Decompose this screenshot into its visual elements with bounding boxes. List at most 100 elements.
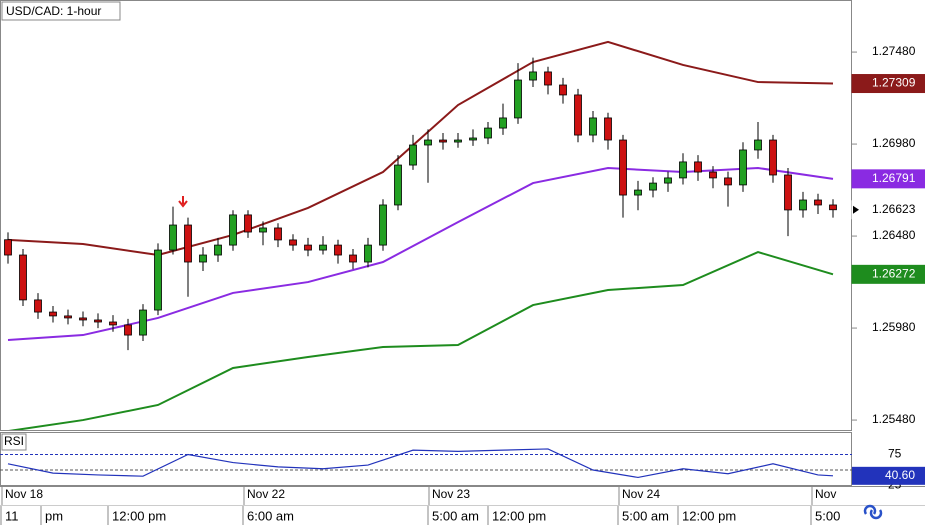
rsi-title-box xyxy=(1,433,27,451)
candle-body xyxy=(4,239,12,256)
price-tag-label: 1.26791 xyxy=(872,171,916,185)
time-label: 5:00 am xyxy=(432,508,479,523)
candle-body xyxy=(769,139,777,176)
candle-body xyxy=(139,309,147,336)
candle-body xyxy=(439,139,447,143)
date-label: Nov 23 xyxy=(432,487,470,501)
candle-body xyxy=(109,321,117,326)
candle-body xyxy=(184,224,192,263)
candle-body xyxy=(79,317,87,321)
price-tag-label: 1.26623 xyxy=(872,202,916,216)
candle-body xyxy=(514,79,522,119)
candle-body xyxy=(274,227,282,241)
candle-body xyxy=(34,299,42,313)
rsi-panel xyxy=(0,432,852,486)
candle-body xyxy=(604,117,612,141)
candle-body xyxy=(229,214,237,246)
main-panel xyxy=(0,0,852,431)
candle-body xyxy=(784,174,792,211)
y-tick-label: 1.27480 xyxy=(872,44,916,58)
candle-body xyxy=(349,254,357,263)
time-label: pm xyxy=(45,508,63,523)
y-tick-label: 1.26980 xyxy=(872,136,916,150)
date-label: Nov 18 xyxy=(5,487,43,501)
candle-body xyxy=(709,171,717,179)
candle-body xyxy=(499,117,507,129)
band-line xyxy=(8,251,834,430)
time-label: 12:00 pm xyxy=(492,508,546,523)
price-tag xyxy=(851,264,925,284)
candle-body xyxy=(634,189,642,196)
candle-body xyxy=(469,137,477,141)
rsi-line xyxy=(7,448,834,479)
y-tick-label: 1.26480 xyxy=(872,228,916,242)
candle-body xyxy=(619,139,627,196)
candle-body xyxy=(94,319,102,323)
candle-body xyxy=(559,84,567,96)
candle-body xyxy=(799,199,807,211)
candle-body xyxy=(64,315,72,319)
logo-icon[interactable] xyxy=(863,504,883,520)
candle-body xyxy=(694,161,702,173)
candle-body xyxy=(589,117,597,136)
candle-body xyxy=(409,144,417,166)
time-label: 5:00 am xyxy=(622,508,669,523)
date-label: Nov 24 xyxy=(622,487,660,501)
title-box xyxy=(1,1,121,21)
time-label: 12:00 pm xyxy=(682,508,736,523)
candle-body xyxy=(829,204,837,211)
candle-body xyxy=(364,244,372,263)
candle-body xyxy=(664,177,672,184)
candle-body xyxy=(289,239,297,246)
candle-body xyxy=(199,254,207,263)
candle-body xyxy=(304,244,312,251)
candle-body xyxy=(724,177,732,186)
candle-body xyxy=(319,244,327,251)
y-tick-label: 1.25980 xyxy=(872,320,916,334)
price-tag-label: 1.26272 xyxy=(872,267,916,281)
rsi-tag-label: 40.60 xyxy=(885,468,915,482)
logo[interactable] xyxy=(863,504,883,520)
candle-body xyxy=(259,227,267,233)
rsi-tick-label: 75 xyxy=(888,447,902,461)
candle-body xyxy=(334,244,342,256)
price-tag-label: 1.27309 xyxy=(872,76,916,90)
candle-body xyxy=(754,139,762,151)
date-label: Nov 22 xyxy=(247,487,285,501)
candle-body xyxy=(379,204,387,246)
candle-body xyxy=(169,224,177,251)
time-label: 5:00 xyxy=(815,508,840,523)
candle-body xyxy=(679,161,687,179)
candle-body xyxy=(484,127,492,139)
candle-body xyxy=(49,311,57,317)
band-line xyxy=(7,40,834,257)
candle-body xyxy=(574,94,582,136)
candle-body xyxy=(814,199,822,206)
price-pointer xyxy=(853,205,859,214)
time-label: 11 xyxy=(5,508,19,523)
candle-body xyxy=(454,139,462,143)
candle-body xyxy=(244,214,252,233)
date-label: Nov xyxy=(815,487,836,501)
rsi-plot xyxy=(0,448,852,479)
y-tick-label: 1.25480 xyxy=(872,412,916,426)
time-label: 6:00 am xyxy=(247,508,294,523)
rsi-title: RSI xyxy=(4,434,24,448)
candle-body xyxy=(394,164,402,206)
chart-title: USD/CAD: 1-hour xyxy=(6,4,101,18)
candle-body xyxy=(214,244,222,256)
rsi-tag xyxy=(852,466,925,485)
candle-body xyxy=(124,324,132,336)
candle-body xyxy=(529,71,537,81)
main-plot xyxy=(4,40,837,430)
candle-body xyxy=(739,149,747,186)
price-tag xyxy=(851,200,925,220)
price-tag xyxy=(851,169,925,189)
candle-body xyxy=(544,71,552,86)
signal-arrow xyxy=(178,196,188,208)
candle-body xyxy=(649,182,657,191)
candle-body xyxy=(19,254,27,301)
candle-body xyxy=(154,249,162,311)
time-label: 12:00 pm xyxy=(112,508,166,523)
